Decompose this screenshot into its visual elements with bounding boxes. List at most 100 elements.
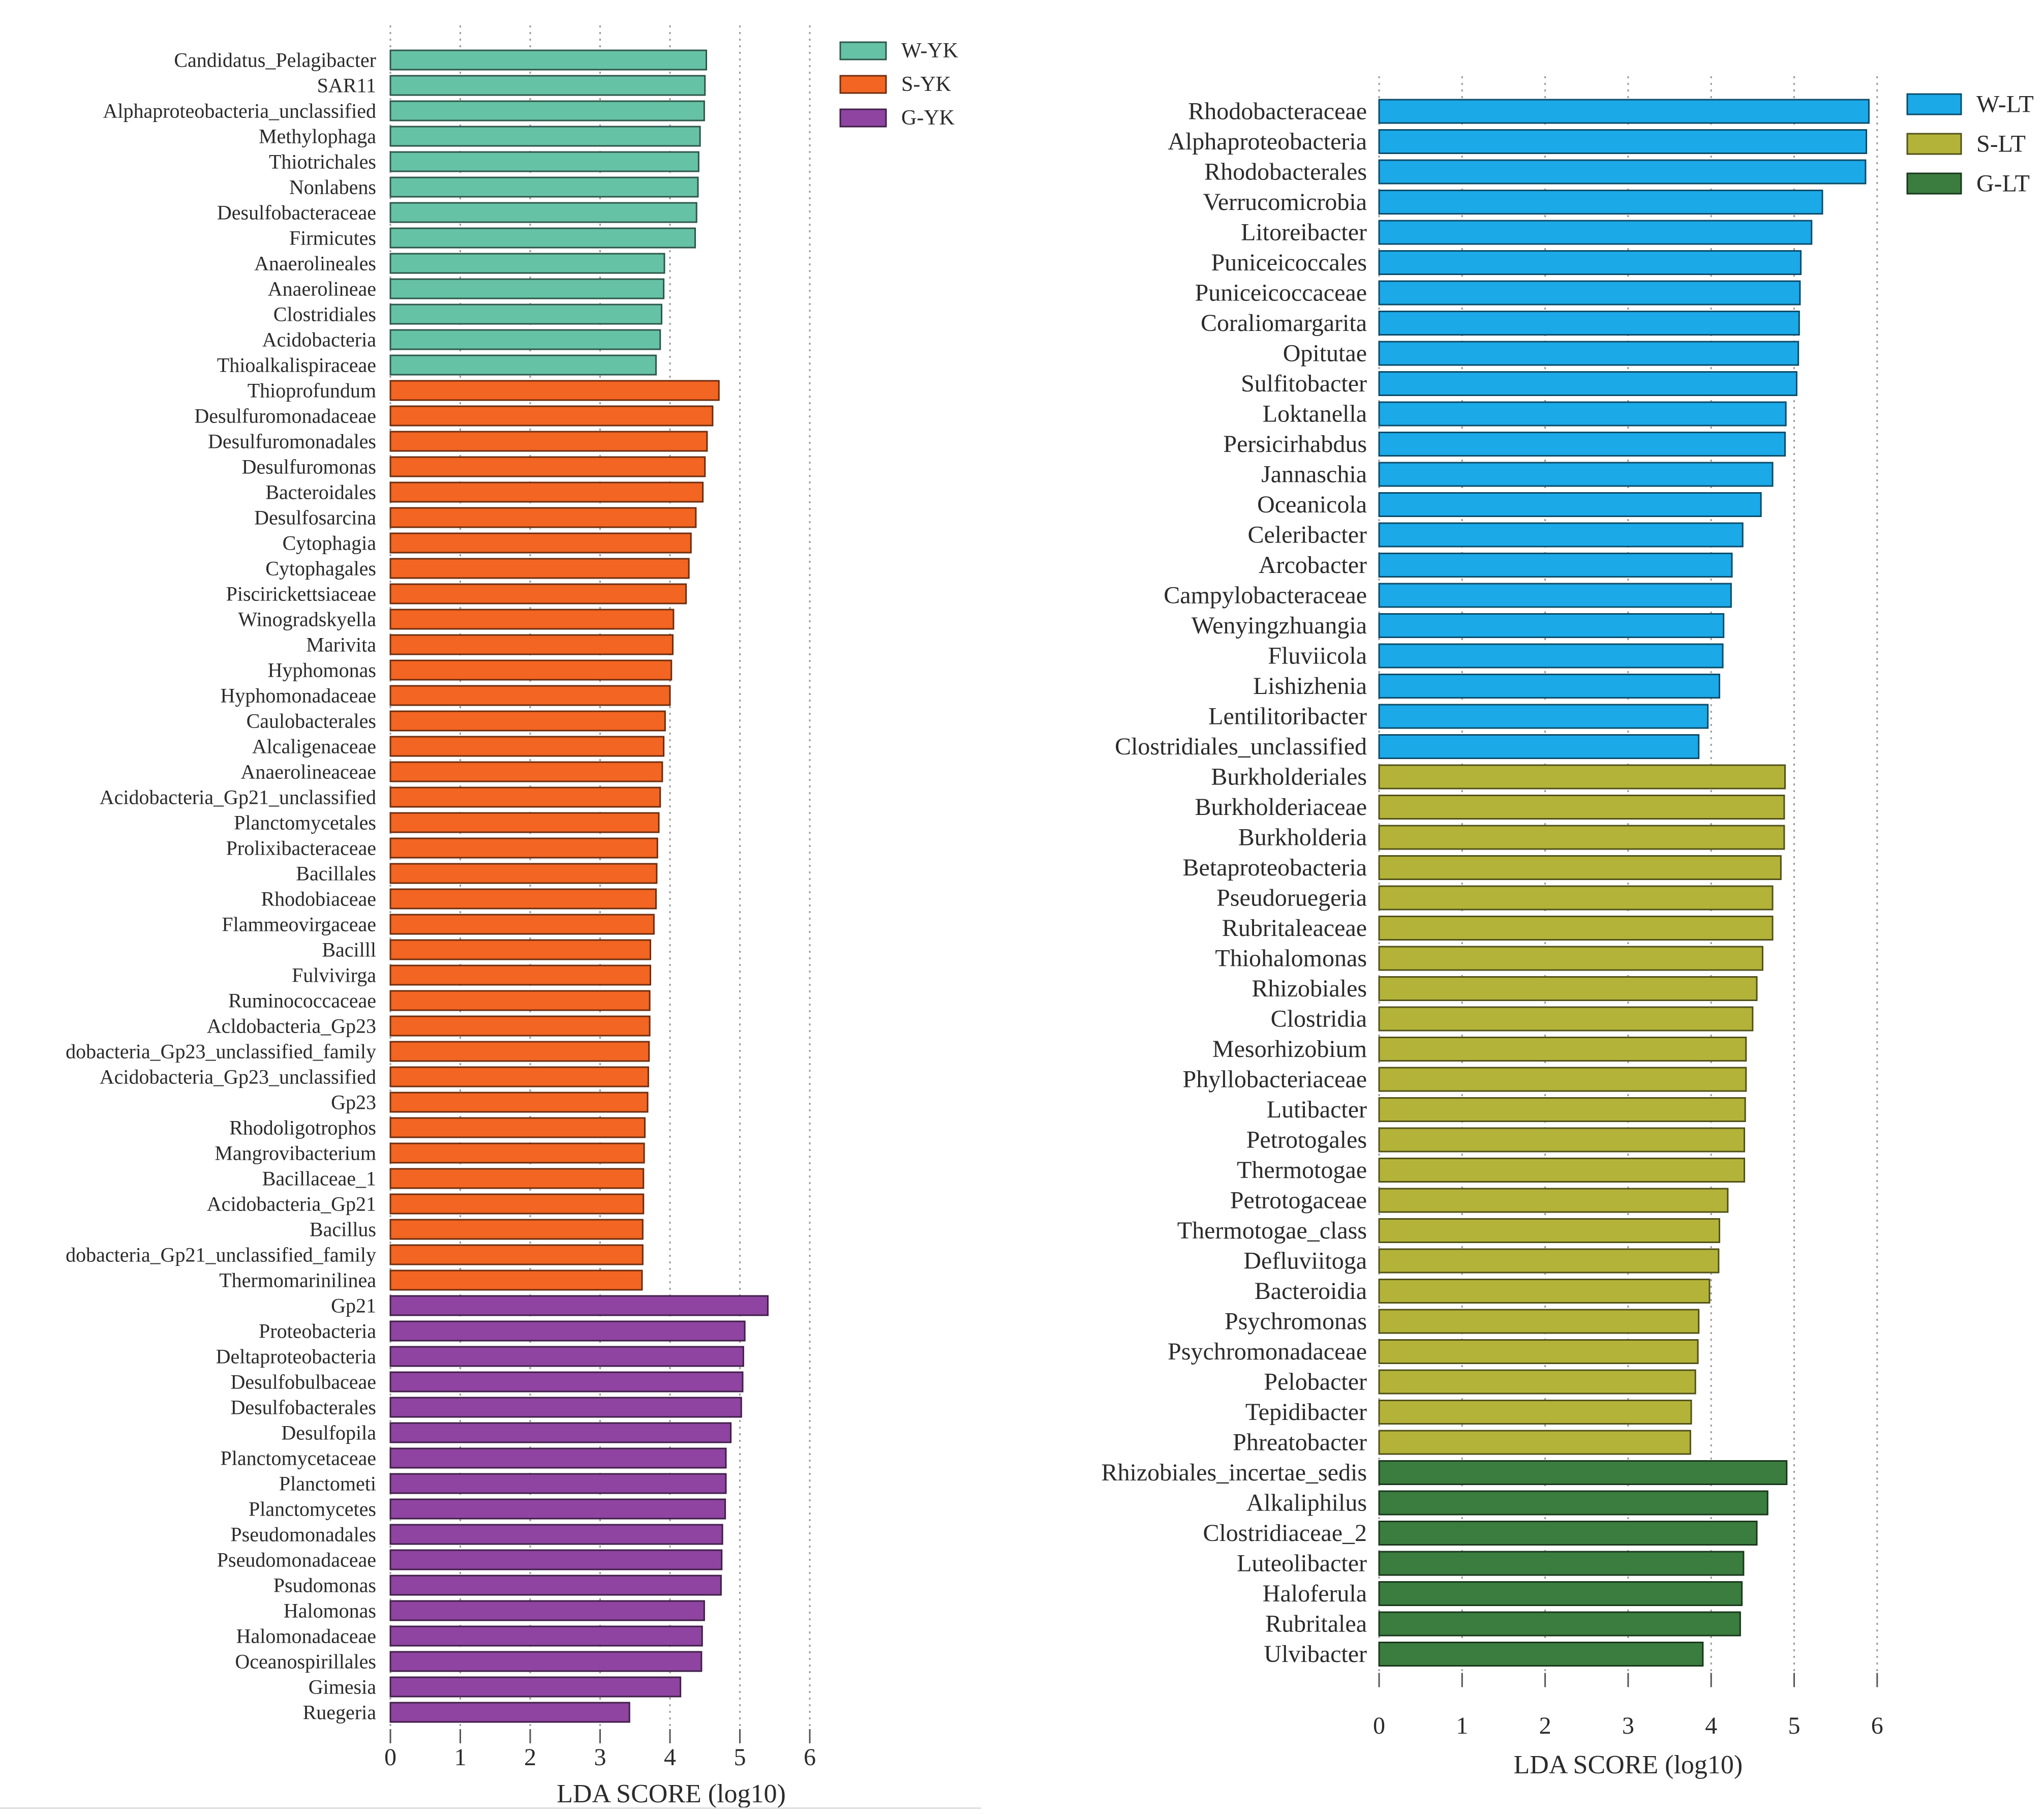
x-tick-label: 6 — [804, 1744, 816, 1771]
category-label: Mangrovibacterium — [215, 1142, 376, 1165]
category-label: Pelobacter — [1264, 1369, 1367, 1396]
category-label: Rhodobacteraceae — [1188, 98, 1367, 125]
category-label: Oceanospirillales — [235, 1650, 376, 1673]
bar-desulfobulbaceae — [389, 1371, 744, 1393]
bar-cytophagales — [389, 558, 690, 579]
category-label: dobacteria_Gp21_unclassified_family — [66, 1244, 376, 1266]
category-label: Alphaproteobacteria — [1168, 128, 1367, 155]
category-label: dobacteria_Gp23_unclassified_family — [66, 1040, 376, 1063]
category-label: Pseudomonadaceae — [217, 1549, 376, 1571]
bar-planctomycetales — [389, 812, 660, 833]
category-label: Litoreibacter — [1241, 219, 1367, 246]
legend-swatch — [1906, 133, 1962, 155]
category-label: Methylophaga — [259, 125, 376, 148]
category-label: Planctomycetes — [249, 1498, 376, 1521]
legend-swatch — [1906, 172, 1962, 195]
bar-firmicutes — [389, 227, 696, 249]
bar-hyphomonas — [389, 659, 673, 681]
category-label: Ruegeria — [303, 1701, 377, 1724]
category-label: Loktanella — [1263, 401, 1367, 428]
category-label: Lishizhenia — [1253, 673, 1367, 700]
category-label: Rhodobiaceae — [261, 888, 376, 911]
bar-lishizhenia — [1378, 674, 1721, 699]
category-label: Bacteroidales — [265, 481, 376, 504]
category-label: Desulfosarcina — [254, 506, 376, 529]
category-label: Piscirickettsiaceae — [226, 583, 376, 606]
bar-alphaproteobacteria — [1378, 129, 1868, 154]
bar-oceanospirillales — [389, 1651, 703, 1672]
bar-alcaligenaceae — [389, 736, 665, 757]
category-label: Gimesia — [309, 1676, 377, 1699]
category-label: Proteobacteria — [259, 1320, 376, 1343]
bar-gp21 — [389, 1295, 769, 1316]
bar-bacteroidales — [389, 481, 704, 503]
bar-ulvibacter — [1378, 1642, 1704, 1667]
category-label: Thioalkalispiraceae — [217, 354, 376, 377]
bar-mesorhizobium — [1378, 1037, 1747, 1062]
x-tick-label: 3 — [1622, 1712, 1634, 1739]
bar-sulfitobacter — [1378, 371, 1797, 396]
bar-anaerolineae — [389, 278, 665, 299]
category-label: Psudomonas — [273, 1574, 376, 1597]
category-label: Defluviitoga — [1243, 1248, 1367, 1275]
bar-thioalkalispiraceae — [389, 354, 657, 376]
bar-rhodobacterales — [1378, 159, 1867, 185]
bar-thermomarinilinea — [389, 1269, 643, 1291]
category-label: Thermomarinilinea — [219, 1269, 376, 1292]
bar-caulobacterales — [389, 710, 666, 732]
bar-alphaproteobacteria-unclassified — [389, 100, 705, 122]
bar-thermotogae — [1378, 1158, 1746, 1183]
category-label: Acidobacteria — [262, 328, 377, 351]
category-label: Gp21 — [331, 1294, 376, 1317]
category-label: Puniceicoccales — [1211, 249, 1367, 276]
legend-label: W-YK — [901, 39, 958, 63]
bar-phreatobacter — [1378, 1430, 1691, 1455]
category-label: Hyphomonadaceae — [220, 684, 376, 707]
bar-desulfopila — [389, 1422, 732, 1443]
category-label: Anaerolineae — [268, 278, 376, 300]
bar-coraliomargarita — [1378, 311, 1800, 336]
legend-label: W-LT — [1976, 91, 2034, 118]
category-label: Tepidibacter — [1245, 1399, 1367, 1426]
legend-label: S-YK — [901, 73, 951, 96]
bar-desulfosarcina — [389, 507, 697, 528]
bar-luteolibacter — [1378, 1551, 1745, 1576]
legend-swatch — [839, 75, 887, 94]
bar-petrotogaceae — [1378, 1188, 1729, 1213]
bar-rhodobiaceae — [389, 888, 657, 910]
category-label: Celeribacter — [1247, 522, 1367, 549]
category-label: Wenyingzhuangia — [1192, 612, 1367, 639]
category-label: Thiotrichales — [269, 150, 376, 173]
category-label: Bacillus — [310, 1218, 376, 1241]
bar-wenyingzhuangia — [1378, 613, 1725, 638]
category-label: Rhodoligotrophos — [229, 1116, 376, 1139]
x-tick-label: 1 — [1456, 1712, 1468, 1739]
bar-psychromonadaceae — [1378, 1339, 1699, 1364]
bar-bacillus — [389, 1219, 644, 1240]
category-label: Nonlabens — [289, 176, 376, 199]
bar-burkholderiaceae — [1378, 795, 1785, 820]
category-label: Rubritaleaceae — [1222, 915, 1367, 942]
bar-planctometi — [389, 1473, 727, 1494]
category-label: Clostridiales — [273, 303, 376, 326]
legend-swatch — [1906, 93, 1962, 115]
category-label: Deltaproteobacteria — [216, 1345, 377, 1368]
category-label: Desulfuromonadales — [208, 430, 376, 453]
category-label: Lentilitoribacter — [1208, 703, 1367, 730]
category-label: Desulfobulbaceae — [230, 1371, 376, 1394]
category-label: Burkholderiaceae — [1195, 794, 1367, 821]
bar-jannaschia — [1378, 462, 1774, 487]
bar-psudomonas — [389, 1575, 722, 1596]
x-tick-label: 1 — [454, 1744, 467, 1771]
bar-verrucomicrobia — [1378, 190, 1823, 215]
bar-bacillales — [389, 863, 658, 884]
category-label: Ruminococcaceae — [228, 989, 376, 1012]
bar-ruminococcaceae — [389, 990, 651, 1011]
bar-litoreibacter — [1378, 220, 1813, 245]
category-label: Acidobacteria_Gp21_unclassified — [100, 786, 376, 809]
category-label: Anaerolineaceae — [241, 761, 376, 783]
category-label: Anaerolineales — [254, 252, 376, 275]
bar-arcobacter — [1378, 553, 1733, 578]
category-label: Pseudomonadales — [230, 1523, 376, 1546]
